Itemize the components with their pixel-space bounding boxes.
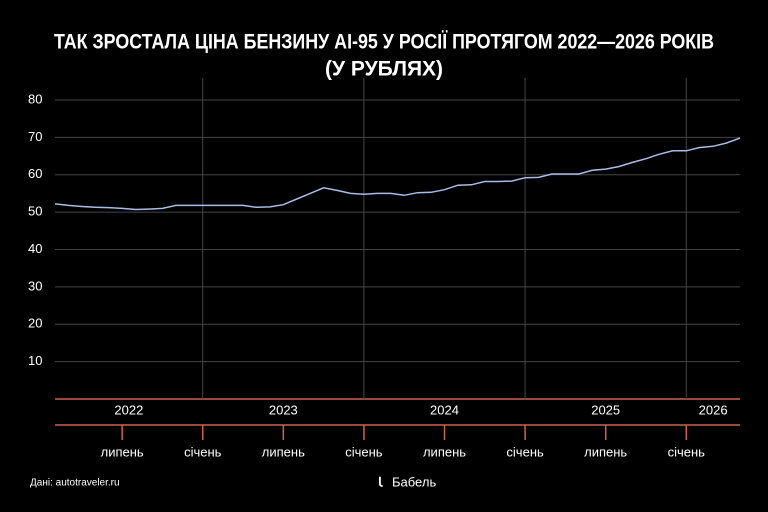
y-tick-label: 50	[28, 204, 42, 219]
x-tick-label: січень	[184, 444, 222, 459]
price-line	[54, 137, 741, 211]
x-tick-label: липень	[101, 444, 144, 459]
y-tick-label: 40	[28, 241, 42, 256]
x-tick-label: січень	[506, 444, 544, 459]
x-tick-label: липень	[423, 444, 466, 459]
logo: Бабель	[392, 474, 436, 489]
chart-subtitle: (У РУБЛЯХ)	[325, 58, 443, 81]
y-tick-label: 80	[28, 91, 42, 106]
year-label: 2023	[269, 402, 298, 417]
chart-title: ТАК ЗРОСТАЛА ЦІНА БЕНЗИНУ АІ-95 У РОСІЇ …	[54, 31, 714, 54]
x-tick-label: січень	[668, 444, 706, 459]
year-label: 2024	[430, 402, 459, 417]
x-tick-label: липень	[262, 444, 305, 459]
y-tick-label: 20	[28, 316, 42, 331]
y-tick-label: 10	[28, 353, 42, 368]
year-label: 2025	[591, 402, 620, 417]
x-tick-label: липень	[584, 444, 627, 459]
y-tick-label: 30	[28, 278, 42, 293]
year-label: 2022	[114, 402, 143, 417]
year-label: 2026	[699, 402, 728, 417]
y-tick-label: 70	[28, 129, 42, 144]
source: Дані: autotraveler.ru	[30, 478, 120, 489]
y-tick-label: 60	[28, 166, 42, 181]
logo-icon: Ꙇ	[378, 474, 383, 489]
x-tick-label: січень	[345, 444, 383, 459]
